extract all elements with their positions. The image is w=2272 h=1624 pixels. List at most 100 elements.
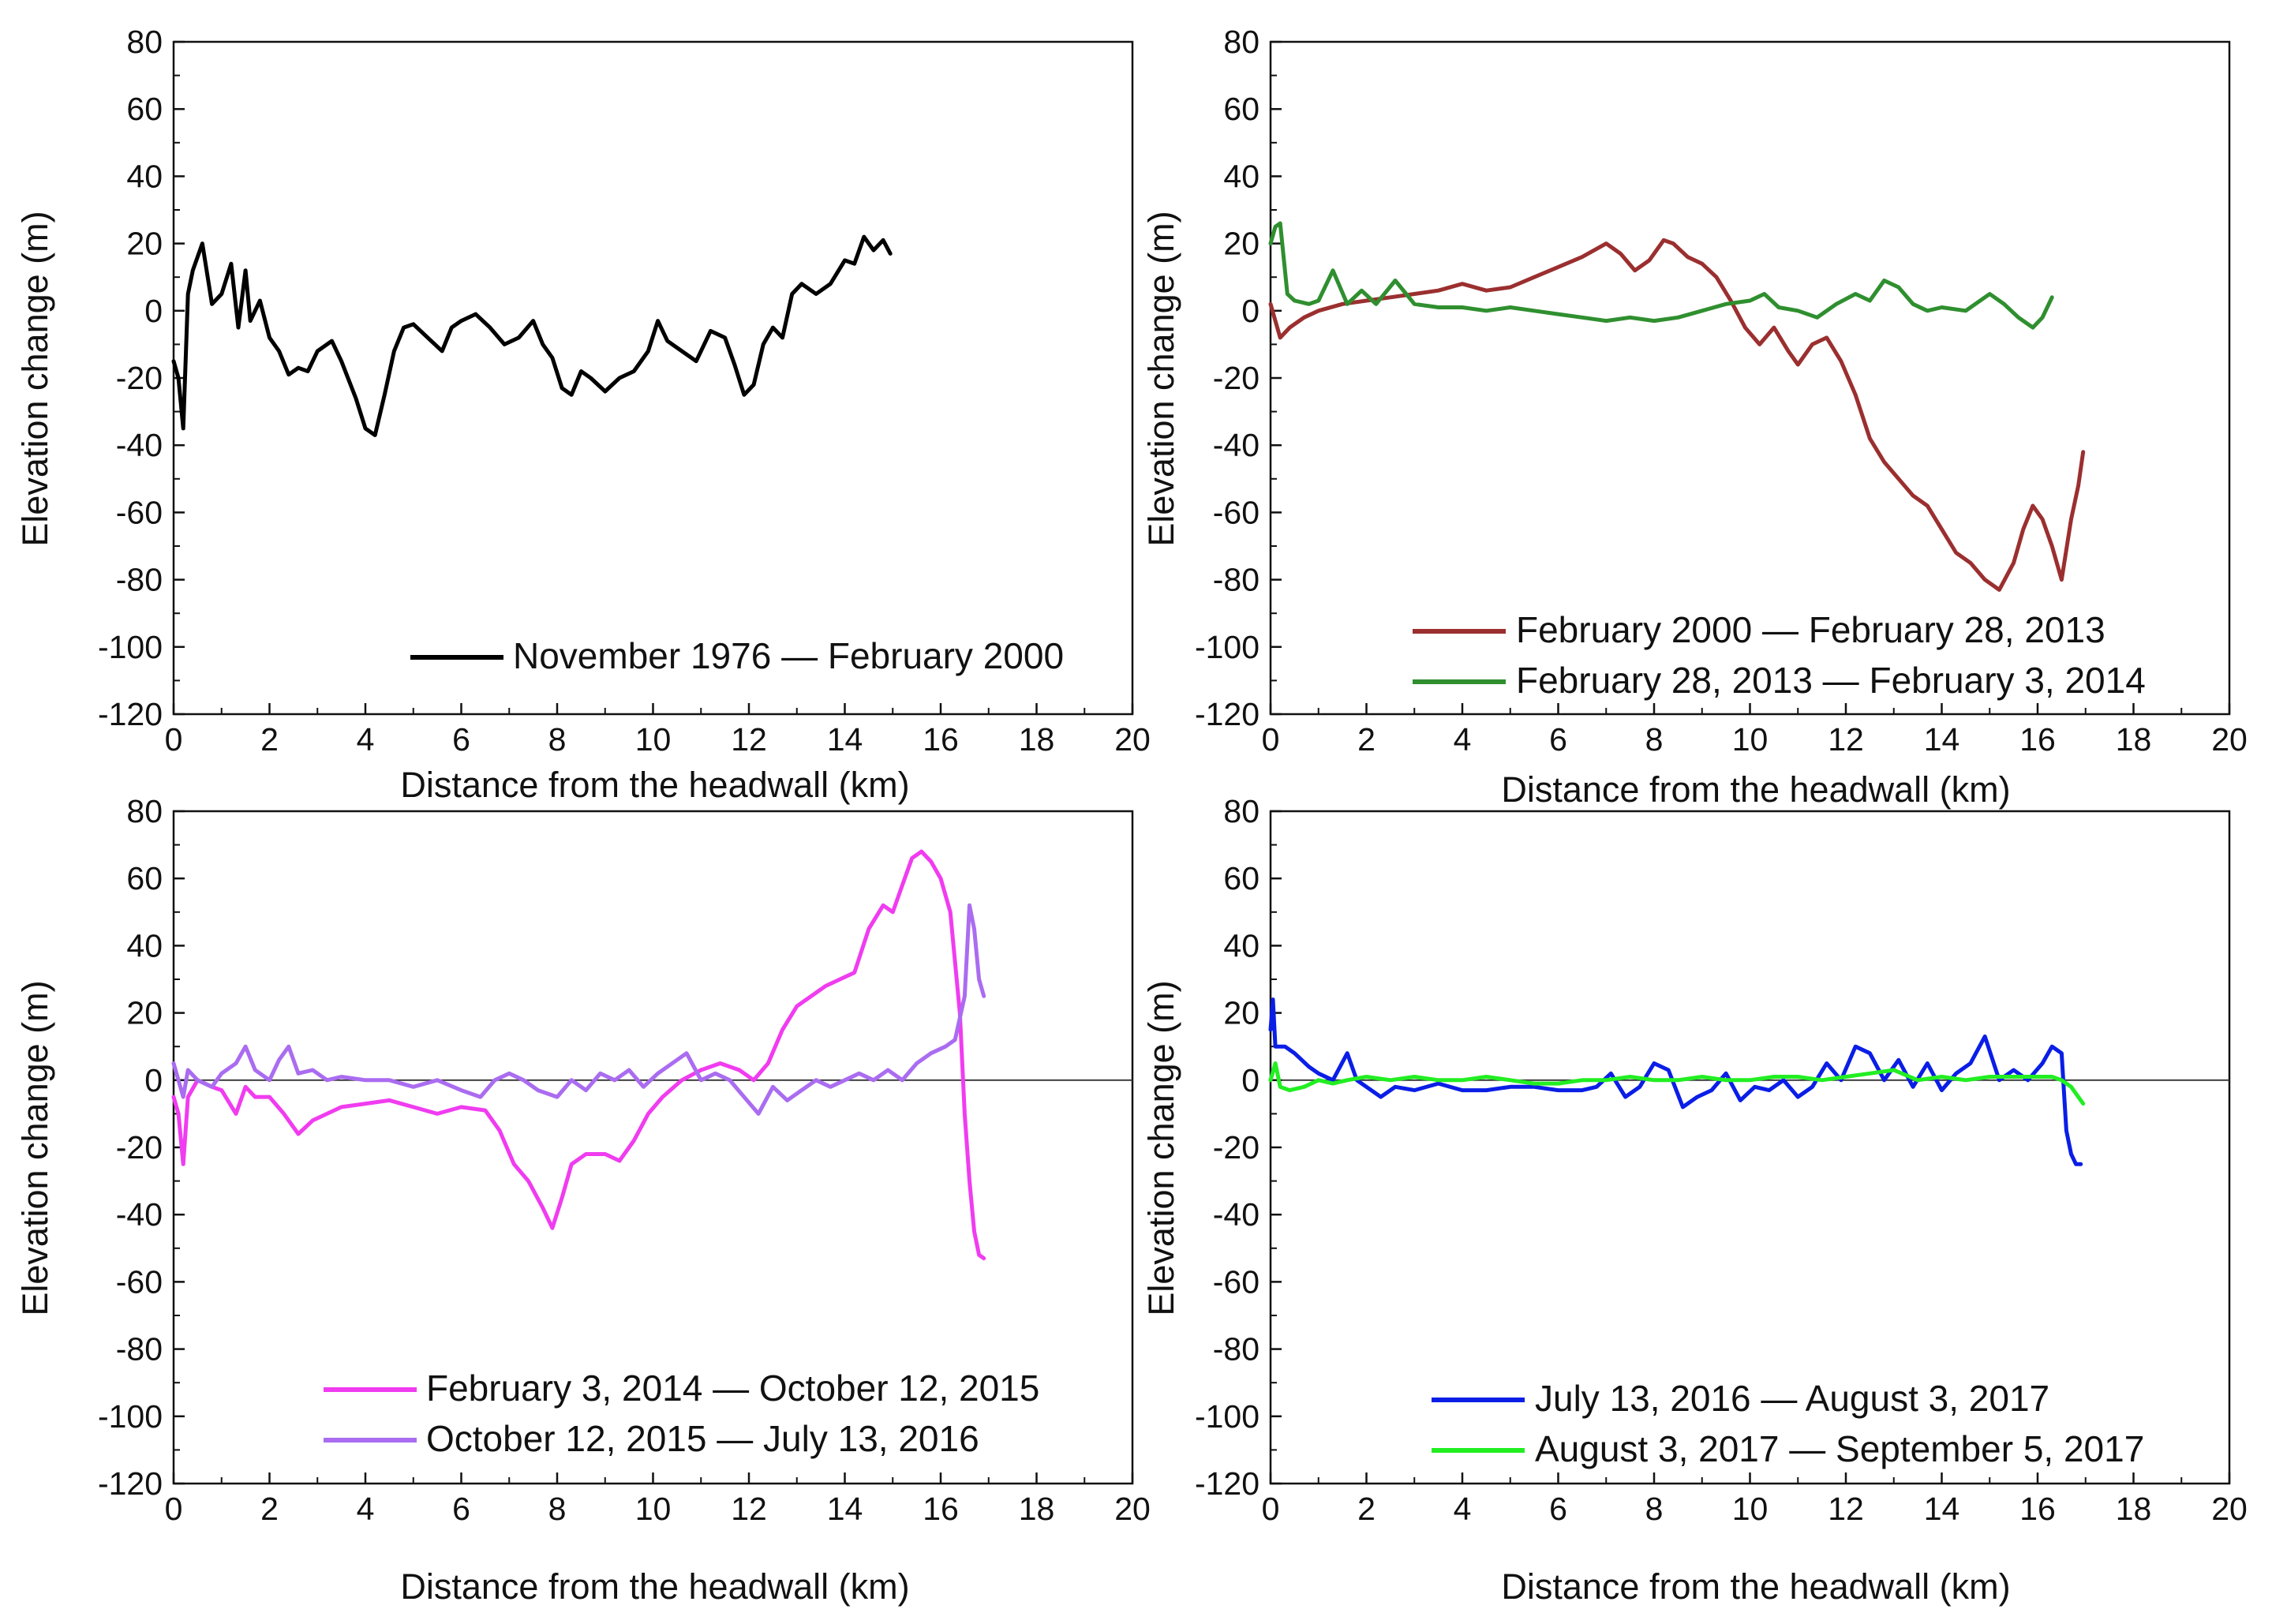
legend-label: February 2000 — February 28, 2013 <box>1516 609 2105 650</box>
x-tick-label: 10 <box>635 1491 672 1527</box>
x-tick-label: 14 <box>827 721 863 758</box>
x-tick-label: 16 <box>2019 721 2056 758</box>
y-tick-label: 40 <box>126 927 163 964</box>
y-tick-label: 40 <box>126 158 163 194</box>
y-tick-label: 0 <box>144 1062 163 1098</box>
legend-label: February 28, 2013 — February 3, 2014 <box>1516 660 2146 701</box>
x-tick-label: 16 <box>2019 1491 2056 1527</box>
panel-bottom-right: Elevation change (m) Distance from the h… <box>1141 793 2248 1607</box>
y-tick-label: 60 <box>126 91 163 127</box>
series-line <box>1268 221 2054 330</box>
x-tick-label: 20 <box>1114 1491 1151 1527</box>
x-tick-label: 14 <box>1924 1491 1960 1527</box>
y-tick-label: -20 <box>1213 1129 1260 1166</box>
y-tick-label: -80 <box>116 1331 163 1368</box>
y-tick-label: -40 <box>116 1196 163 1233</box>
x-tick-label: 14 <box>827 1491 863 1527</box>
x-tick-label: 18 <box>1019 1491 1055 1527</box>
y-tick-label: 0 <box>1241 293 1260 329</box>
x-tick-label: 4 <box>1454 1491 1472 1527</box>
y-tick-label: 0 <box>144 293 163 329</box>
y-tick-label: -20 <box>116 360 163 396</box>
y-axis-title: Elevation change (m) <box>15 211 55 546</box>
panel-top-right: Elevation change (m) Distance from the h… <box>1141 24 2248 810</box>
y-axis-title: Elevation change (m) <box>15 980 55 1315</box>
x-tick-label: 20 <box>2211 1491 2248 1527</box>
x-tick-label: 10 <box>1732 721 1769 758</box>
x-tick-label: 14 <box>1924 721 1960 758</box>
y-tick-label: -60 <box>1213 494 1260 530</box>
y-tick-label: -120 <box>1195 696 1260 732</box>
y-tick-label: -60 <box>116 1263 163 1300</box>
y-tick-label: -20 <box>1213 360 1260 396</box>
y-axis-title: Elevation change (m) <box>1141 211 1181 546</box>
panel-top-left: Elevation change (m) Distance from the h… <box>15 24 1151 805</box>
series-line <box>1268 238 2086 592</box>
x-tick-label: 16 <box>923 721 959 758</box>
y-tick-label: 60 <box>126 860 163 896</box>
y-tick-label: 0 <box>1241 1062 1260 1098</box>
x-tick-label: 12 <box>1828 721 1864 758</box>
x-tick-label: 12 <box>731 721 767 758</box>
y-tick-label: 60 <box>1223 860 1260 896</box>
x-tick-label: 18 <box>2116 1491 2152 1527</box>
x-tick-label: 0 <box>165 1491 183 1527</box>
x-tick-label: 10 <box>1732 1491 1769 1527</box>
x-axis-title: Distance from the headwall (km) <box>400 765 909 805</box>
y-tick-label: -80 <box>1213 562 1260 598</box>
y-tick-label: 80 <box>126 793 163 829</box>
y-tick-label: 20 <box>126 995 163 1031</box>
x-tick-label: 2 <box>260 721 279 758</box>
y-tick-label: -40 <box>116 427 163 463</box>
x-tick-label: 8 <box>1645 1491 1664 1527</box>
series-line <box>171 903 986 1116</box>
x-tick-label: 0 <box>165 721 183 758</box>
x-tick-label: 8 <box>1645 721 1664 758</box>
x-tick-label: 2 <box>260 1491 279 1527</box>
x-tick-label: 18 <box>2116 721 2152 758</box>
x-axis-title: Distance from the headwall (km) <box>1501 769 2010 810</box>
x-tick-label: 0 <box>1262 721 1280 758</box>
x-tick-label: 4 <box>357 721 375 758</box>
x-tick-label: 4 <box>1454 721 1472 758</box>
y-tick-label: -60 <box>116 494 163 530</box>
legend-label: November 1976 — February 2000 <box>513 635 1064 676</box>
y-tick-label: -100 <box>1195 629 1260 665</box>
x-tick-label: 10 <box>635 721 672 758</box>
y-tick-label: -120 <box>98 1465 163 1502</box>
x-tick-label: 20 <box>1114 721 1151 758</box>
x-tick-label: 2 <box>1357 721 1376 758</box>
x-tick-label: 2 <box>1357 1491 1376 1527</box>
x-tick-label: 8 <box>548 721 567 758</box>
series-line <box>171 234 893 437</box>
legend-label: February 3, 2014 — October 12, 2015 <box>426 1368 1039 1409</box>
y-tick-label: 80 <box>126 24 163 60</box>
y-tick-label: 80 <box>1223 24 1260 60</box>
x-tick-label: 6 <box>1549 721 1567 758</box>
panel-bottom-left: Elevation change (m) Distance from the h… <box>15 793 1151 1607</box>
y-tick-label: -40 <box>1213 1196 1260 1233</box>
x-tick-label: 16 <box>923 1491 959 1527</box>
x-tick-label: 20 <box>2211 721 2248 758</box>
legend-label: August 3, 2017 — September 5, 2017 <box>1535 1428 2144 1469</box>
y-tick-label: -120 <box>98 696 163 732</box>
y-tick-label: -40 <box>1213 427 1260 463</box>
x-tick-label: 6 <box>1549 1491 1567 1527</box>
y-tick-label: 60 <box>1223 91 1260 127</box>
y-tick-label: -120 <box>1195 1465 1260 1502</box>
series-line <box>1268 1061 2086 1106</box>
x-tick-label: 18 <box>1019 721 1055 758</box>
y-tick-label: -100 <box>1195 1398 1260 1435</box>
y-tick-label: -80 <box>116 562 163 598</box>
y-axis-title: Elevation change (m) <box>1141 980 1181 1315</box>
y-tick-label: 40 <box>1223 158 1260 194</box>
x-tick-label: 6 <box>452 1491 470 1527</box>
x-tick-label: 4 <box>357 1491 375 1527</box>
x-tick-label: 12 <box>731 1491 767 1527</box>
y-tick-label: -20 <box>116 1129 163 1166</box>
y-tick-label: 20 <box>126 226 163 262</box>
x-tick-label: 0 <box>1262 1491 1280 1527</box>
x-tick-label: 6 <box>452 721 470 758</box>
x-tick-label: 12 <box>1828 1491 1864 1527</box>
